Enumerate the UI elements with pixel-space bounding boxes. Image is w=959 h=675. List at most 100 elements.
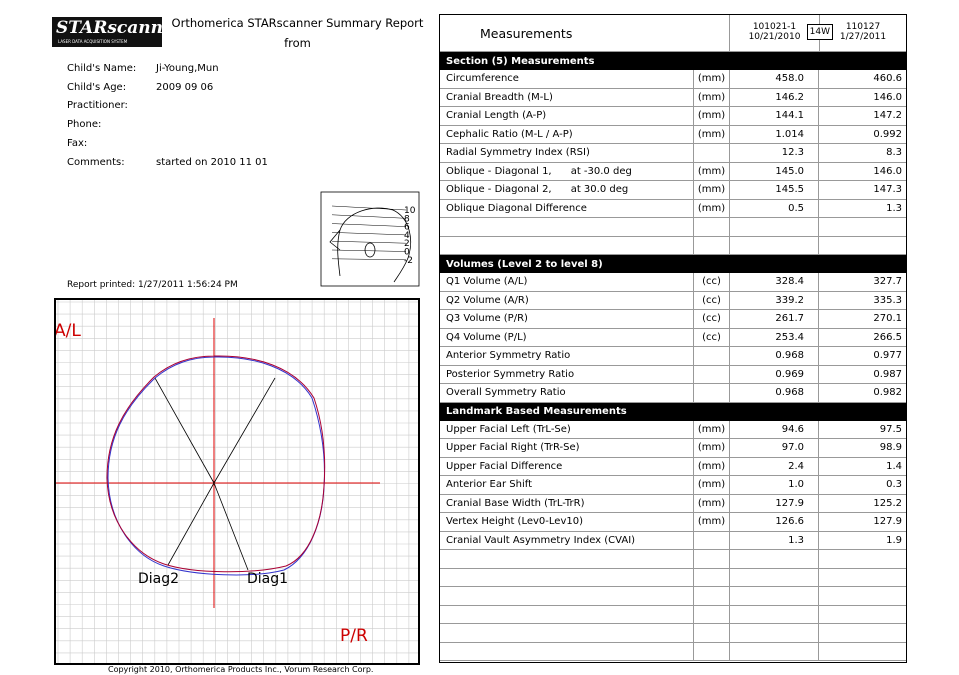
cell: 146.2 <box>730 88 819 106</box>
cell: 0.3 <box>886 479 902 491</box>
plot-frame <box>54 298 420 665</box>
table-row: Oblique - Diagonal 1, at -30.0 deg (mm) 14… <box>440 162 906 181</box>
scale-label: 0 <box>404 248 410 258</box>
table-row: Radial Symmetry Index (RSI) 12.3 8.3 <box>440 144 906 163</box>
logo-sub: LASER DATA ACQUISITION SYSTEM <box>58 39 128 44</box>
table-row: Upper Facial Right (TrR-Se) (mm) 97.0 98.9 <box>440 439 906 458</box>
cell: 460.6 <box>873 73 902 85</box>
cell: 1.9 <box>886 534 902 546</box>
interval: 14W <box>806 24 833 40</box>
cell: Circumference <box>440 70 694 88</box>
cell: 0.969 <box>730 365 819 383</box>
cell <box>694 605 730 623</box>
cell <box>730 218 819 236</box>
cell: (mm) <box>694 107 730 125</box>
logo-text: STARscanner <box>56 18 183 38</box>
cell: 1.3 <box>730 531 819 549</box>
cell: Vertex Height (Lev0-Lev10) <box>440 513 694 531</box>
cell: 1.014 <box>730 125 819 143</box>
scale-label: 2 <box>404 239 410 249</box>
cell <box>819 237 906 255</box>
cell <box>730 642 819 660</box>
cell: (mm) <box>694 420 730 438</box>
level-line <box>331 214 407 219</box>
table-row: Anterior Symmetry Ratio 0.968 0.977 <box>440 347 906 366</box>
scale-label: 4 <box>404 231 410 241</box>
level-line <box>331 258 407 261</box>
cell: 0.987 <box>873 368 902 380</box>
cell: Overall Symmetry Ratio <box>440 384 694 402</box>
info-value: Ji-Young,Mun <box>156 63 219 74</box>
table-row: Cranial Length (A-P) (mm) 144.1 147.2 <box>440 107 906 126</box>
cell <box>694 550 730 568</box>
table-row: Q1 Volume (A/L) (cc) 328.4 327.7 <box>440 273 906 292</box>
cell: Oblique - Diagonal 1, at -30.0 deg <box>440 162 694 180</box>
blank-row <box>440 605 906 624</box>
cell: 12.3 <box>730 144 819 162</box>
table-row: Cranial Base Width (TrL-TrR) (mm) 127.9 125… <box>440 494 906 513</box>
cell: Q2 Volume (A/R) <box>440 291 694 309</box>
cell: 0.5 <box>730 199 819 217</box>
cell: 145.5 <box>730 181 819 199</box>
title2: from <box>284 36 311 50</box>
blank-row <box>440 568 906 587</box>
cell <box>440 568 694 586</box>
level-line <box>331 223 407 227</box>
blank-row <box>440 236 906 255</box>
cell <box>440 218 694 236</box>
cell: 98.9 <box>879 442 902 454</box>
plot: A/L P/R Diag2 Diag1 <box>54 298 420 665</box>
cell <box>694 218 730 236</box>
cell: (mm) <box>694 88 730 106</box>
cell: (mm) <box>694 439 730 457</box>
cell: (mm) <box>694 162 730 180</box>
cell <box>819 550 906 568</box>
table-header: Measurements 101021-1 10/21/2010 14W 1101… <box>440 15 906 52</box>
cell <box>730 568 819 586</box>
info-label: Child's Age: <box>67 81 127 93</box>
table-row: Cranial Vault Asymmetry Index (CVAI) 1.3 1… <box>440 531 906 550</box>
table-row: Anterior Ear Shift (mm) 1.0 0.3 <box>440 476 906 495</box>
table-row: Upper Facial Difference (mm) 2.4 1.4 <box>440 457 906 476</box>
cell <box>694 236 730 254</box>
cell: (cc) <box>694 291 730 309</box>
cell: 8.3 <box>886 147 902 159</box>
table-row: Q3 Volume (P/R) (cc) 261.7 270.1 <box>440 310 906 329</box>
blank-row <box>440 550 906 569</box>
bottom-label: P/R <box>340 626 368 646</box>
cell <box>694 642 730 660</box>
cell: 0.968 <box>730 384 819 402</box>
cell <box>819 643 906 661</box>
cell: 339.2 <box>730 291 819 309</box>
cell: Radial Symmetry Index (RSI) <box>440 144 694 162</box>
outline-scan1 <box>106 355 326 573</box>
table-row: Upper Facial Left (TrL-Se) (mm) 94.6 97.5 <box>440 420 906 439</box>
face <box>329 229 341 251</box>
cell: 97.5 <box>879 423 902 435</box>
cell: 327.7 <box>873 276 902 288</box>
cell <box>730 550 819 568</box>
cell <box>819 569 906 587</box>
title: Orthomerica STARscanner Summary Report <box>171 16 424 30</box>
cell: 458.0 <box>730 70 819 88</box>
cell <box>440 605 694 623</box>
cell: (cc) <box>694 328 730 346</box>
cell: (cc) <box>694 310 730 328</box>
cell: 1.0 <box>730 476 819 494</box>
info-label: Fax: <box>67 137 88 149</box>
cell: Q3 Volume (P/R) <box>440 310 694 328</box>
cell <box>819 624 906 642</box>
table-row: Q4 Volume (P/L) (cc) 253.4 266.5 <box>440 328 906 347</box>
cell: (mm) <box>694 457 730 475</box>
cell: 146.0 <box>873 91 902 103</box>
cell: Posterior Symmetry Ratio <box>440 365 694 383</box>
cell: Q4 Volume (P/L) <box>440 328 694 346</box>
cell: 261.7 <box>730 310 819 328</box>
outline-scan2 <box>107 356 325 576</box>
cell: Upper Facial Left (TrL-Se) <box>440 420 694 438</box>
cell: 0.982 <box>873 387 902 399</box>
cell: (mm) <box>694 494 730 512</box>
